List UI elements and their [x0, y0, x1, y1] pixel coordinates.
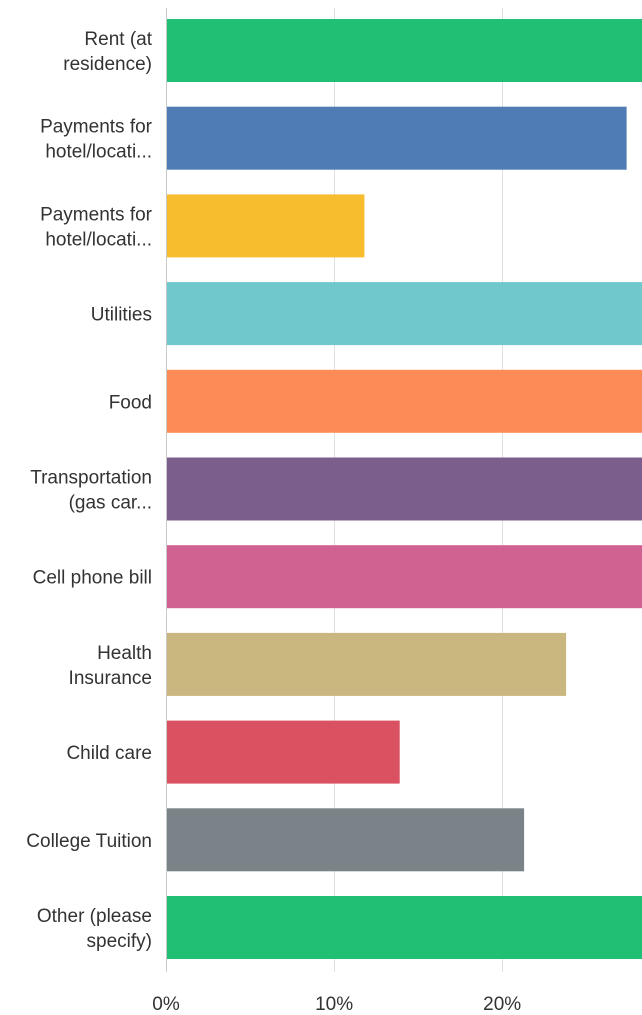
- x-tick-label: 10%: [315, 994, 353, 1015]
- bar: [166, 106, 627, 170]
- category-label: specify): [87, 931, 152, 952]
- x-tick-label: 0%: [152, 994, 180, 1015]
- bar: [166, 282, 642, 346]
- category-label: Other (please: [37, 906, 152, 927]
- category-label: College Tuition: [26, 831, 152, 852]
- category-labels: Rent (at residence) Payments for hotel/loca…: [26, 29, 152, 952]
- category-label: Insurance: [69, 668, 152, 689]
- category-label: Cell phone bill: [33, 568, 152, 589]
- bar: [166, 720, 400, 784]
- bar: [166, 457, 642, 521]
- bar: [166, 545, 642, 609]
- category-label: Rent (at: [84, 29, 152, 50]
- x-tick-label: 20%: [483, 994, 521, 1015]
- bar: [166, 19, 642, 82]
- category-label: Transportation: [30, 468, 152, 489]
- bar: [166, 808, 525, 872]
- bars: [166, 19, 642, 959]
- category-label: Payments for: [40, 204, 153, 225]
- category-label: Payments for: [40, 117, 153, 138]
- bar: [166, 369, 642, 433]
- category-label: hotel/locati...: [45, 142, 152, 163]
- category-label: Utilities: [91, 305, 152, 326]
- bar: [166, 632, 567, 696]
- bar: [166, 896, 642, 959]
- category-label: (gas car...: [69, 493, 152, 514]
- bar: [166, 194, 365, 258]
- category-label: residence): [63, 54, 152, 75]
- x-tick-labels: 0%10%20%30%40%50%: [152, 994, 521, 1015]
- category-label: Food: [109, 392, 152, 413]
- category-label: Health: [97, 643, 152, 664]
- category-label: Child care: [66, 743, 152, 764]
- category-label: hotel/locati...: [45, 229, 152, 250]
